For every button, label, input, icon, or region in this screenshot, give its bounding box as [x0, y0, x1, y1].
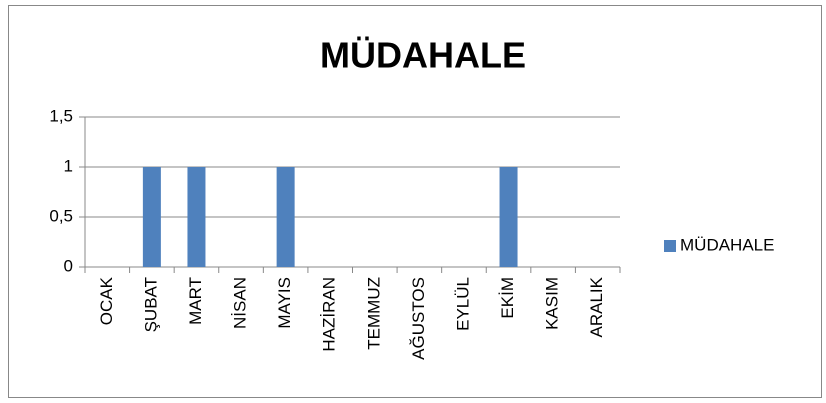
x-tick-label: AĞUSTOS — [409, 277, 428, 360]
legend-label: MÜDAHALE — [680, 235, 774, 254]
x-tick-label: TEMMUZ — [364, 277, 383, 350]
x-tick-label: EYLÜL — [453, 277, 472, 331]
y-tick-label: 0,5 — [49, 206, 73, 225]
x-tick-label: MART — [186, 277, 205, 325]
x-tick-label: NİSAN — [231, 277, 250, 329]
y-tick-label: 1,5 — [49, 106, 73, 125]
bar — [276, 167, 295, 267]
bar — [187, 167, 206, 267]
x-tick-label: HAZİRAN — [320, 277, 339, 352]
x-tick-label: OCAK — [97, 276, 116, 325]
bar — [142, 167, 161, 267]
x-tick-label: MAYIS — [275, 277, 294, 329]
chart-title: MÜDAHALE — [320, 35, 526, 76]
y-tick-label: 0 — [64, 256, 73, 275]
x-tick-label: ŞUBAT — [141, 277, 160, 332]
x-tick-label: EKİM — [498, 277, 517, 319]
legend-swatch — [664, 240, 676, 252]
y-tick-label: 1 — [64, 156, 73, 175]
x-tick-label: KASIM — [543, 277, 562, 330]
bar — [499, 167, 518, 267]
x-tick-label: ARALIK — [587, 276, 606, 337]
